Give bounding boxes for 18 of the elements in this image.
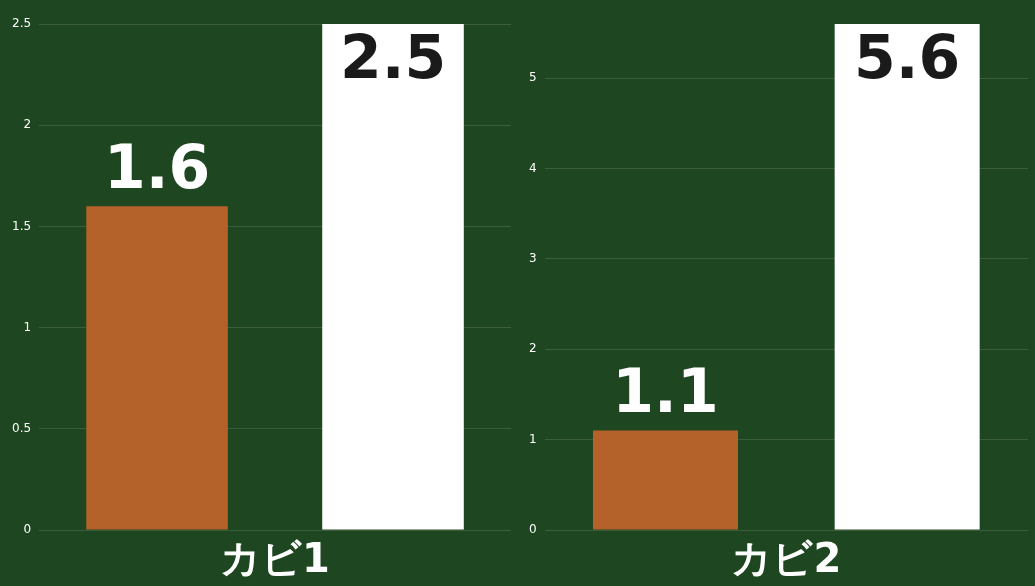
y-tick-label: 0.5 xyxy=(11,420,32,435)
y-tick-label: 1 xyxy=(528,431,537,446)
y-tick-label: 2.5 xyxy=(11,16,32,31)
x-axis-title: カビ1 xyxy=(220,535,330,582)
y-tick-label: 2 xyxy=(23,117,32,132)
y-tick-label: 0 xyxy=(23,522,32,537)
data-label: 2.5 xyxy=(339,21,447,92)
y-tick-label: 2 xyxy=(528,341,537,356)
y-tick-label: 3 xyxy=(528,251,537,266)
y-tick-label: 0 xyxy=(528,522,537,537)
y-tick-label: 1 xyxy=(23,319,32,334)
data-label: 1.6 xyxy=(103,131,211,202)
data-label: 1.1 xyxy=(612,356,719,427)
y-tick-label: 5 xyxy=(528,70,537,85)
data-label: 5.6 xyxy=(854,21,961,92)
x-axis-title: カビ2 xyxy=(731,535,842,582)
y-tick-label: 1.5 xyxy=(11,218,32,233)
y-tick-label: 4 xyxy=(528,160,537,175)
